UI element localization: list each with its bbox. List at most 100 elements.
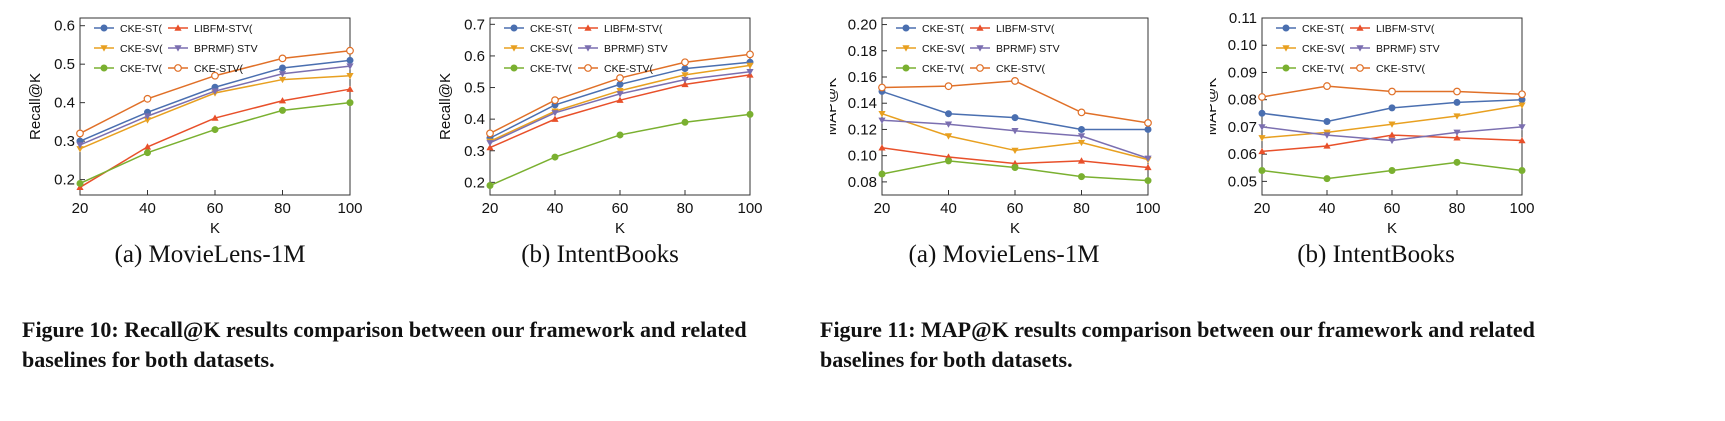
x-tick-label: 20	[874, 200, 891, 217]
x-tick-label: 60	[1384, 200, 1401, 217]
data-point	[1388, 104, 1396, 112]
legend-label: CKE-SV(	[530, 43, 573, 55]
data-point	[76, 146, 84, 153]
y-tick-label: 0.12	[848, 121, 877, 138]
legend-label: CKE-TV(	[530, 63, 573, 75]
data-point	[143, 117, 152, 124]
data-point	[746, 50, 754, 59]
x-axis-label: K	[615, 220, 625, 237]
x-tick-label: 60	[1007, 200, 1024, 217]
x-tick-label: 100	[337, 200, 362, 217]
x-tick-label: 60	[207, 200, 224, 217]
y-tick-label: 0.5	[54, 56, 75, 73]
legend-marker	[1282, 45, 1290, 52]
data-point	[1144, 125, 1152, 133]
data-point	[278, 71, 287, 78]
data-point	[1518, 90, 1526, 99]
data-point	[1258, 147, 1266, 155]
data-point	[76, 179, 84, 187]
y-tick-label: 0.06	[1228, 146, 1257, 163]
data-point	[1518, 166, 1526, 174]
legend-label: CKE-SV(	[1302, 43, 1345, 55]
legend-label: CKE-SV(	[922, 43, 965, 55]
y-tick-label: 0.7	[464, 16, 485, 33]
data-point	[1011, 147, 1019, 155]
data-point	[945, 157, 952, 165]
legend-label: BPRMF) STV	[604, 43, 668, 55]
data-point	[1077, 139, 1086, 147]
data-point	[1323, 117, 1331, 125]
x-tick-label: 40	[940, 200, 957, 217]
x-tick-label: 60	[612, 200, 629, 217]
data-point	[551, 110, 559, 117]
y-tick-label: 0.14	[848, 95, 877, 112]
data-point	[1144, 163, 1152, 171]
legend-marker	[976, 45, 984, 52]
legend-marker	[1356, 45, 1364, 52]
y-tick-label: 0.11	[1229, 10, 1257, 27]
data-point	[346, 63, 354, 70]
x-tick-label: 40	[1319, 200, 1336, 217]
y-tick-label: 0.3	[464, 143, 485, 160]
x-tick-label: 100	[1135, 200, 1160, 217]
x-tick-label: 80	[1073, 200, 1090, 217]
legend-label: BPRMF) STV	[996, 43, 1060, 55]
data-point	[346, 46, 354, 55]
y-tick-label: 0.16	[848, 69, 877, 86]
data-point	[1078, 173, 1085, 181]
data-point	[1453, 87, 1461, 96]
data-point	[1144, 177, 1152, 185]
data-point	[278, 97, 287, 104]
chart-map-intentbooks: 20 40 60 80 100 0.05 0.06 0.07 0.08 0.09 0.10 0.11 K…	[1210, 10, 1535, 237]
legend-marker	[902, 64, 910, 72]
y-tick-label: 0.10	[1228, 37, 1257, 54]
data-point	[1388, 121, 1396, 128]
data-point	[211, 126, 219, 134]
legend-marker	[584, 45, 592, 52]
data-point	[1258, 93, 1266, 101]
y-axis-label: Recall@K	[437, 73, 454, 140]
y-tick-label: 0.07	[1228, 119, 1257, 136]
data-point	[1453, 134, 1461, 141]
data-point	[944, 133, 953, 140]
data-point	[681, 58, 689, 67]
data-point	[143, 113, 152, 120]
data-point	[1258, 124, 1266, 131]
data-point	[616, 131, 624, 139]
chart-recall-intentbooks: 20 40 60 80 100 0.2 0.3 0.4 0.5 0.6 0.7 K Recall@K CK…	[437, 16, 763, 237]
data-point	[551, 96, 559, 105]
legend-label: CKE-STV(	[996, 63, 1046, 75]
data-point	[878, 83, 886, 92]
data-point	[1011, 163, 1019, 171]
data-point	[278, 76, 287, 84]
legend-label: LIBFM-STV(	[604, 23, 663, 35]
data-point	[346, 99, 354, 107]
data-point	[143, 143, 152, 150]
legend-label: LIBFM-STV(	[996, 23, 1055, 35]
legend-label: CKE-TV(	[922, 63, 965, 75]
legend-marker	[174, 24, 182, 31]
data-point	[1258, 166, 1266, 174]
legend-marker	[1356, 24, 1364, 31]
data-point	[1388, 87, 1396, 96]
y-tick-label: 0.5	[464, 80, 485, 97]
data-point	[878, 170, 886, 178]
legend-marker	[1356, 64, 1364, 72]
data-point	[1518, 136, 1526, 144]
legend-label: CKE-ST(	[1302, 23, 1345, 35]
x-tick-label: 80	[274, 200, 291, 217]
y-tick-label: 0.05	[1228, 173, 1257, 190]
data-point	[1077, 133, 1086, 140]
data-point	[1323, 132, 1331, 139]
data-point	[1453, 113, 1461, 120]
data-point	[746, 69, 754, 76]
data-point	[1453, 129, 1461, 136]
data-point	[486, 182, 494, 190]
data-point	[1388, 137, 1396, 145]
data-point	[746, 62, 754, 70]
data-point	[616, 74, 624, 82]
legend-label: CKE-TV(	[1302, 63, 1345, 75]
legend-marker	[902, 24, 910, 32]
x-axis-label: K	[1010, 220, 1020, 237]
data-point	[681, 118, 689, 126]
